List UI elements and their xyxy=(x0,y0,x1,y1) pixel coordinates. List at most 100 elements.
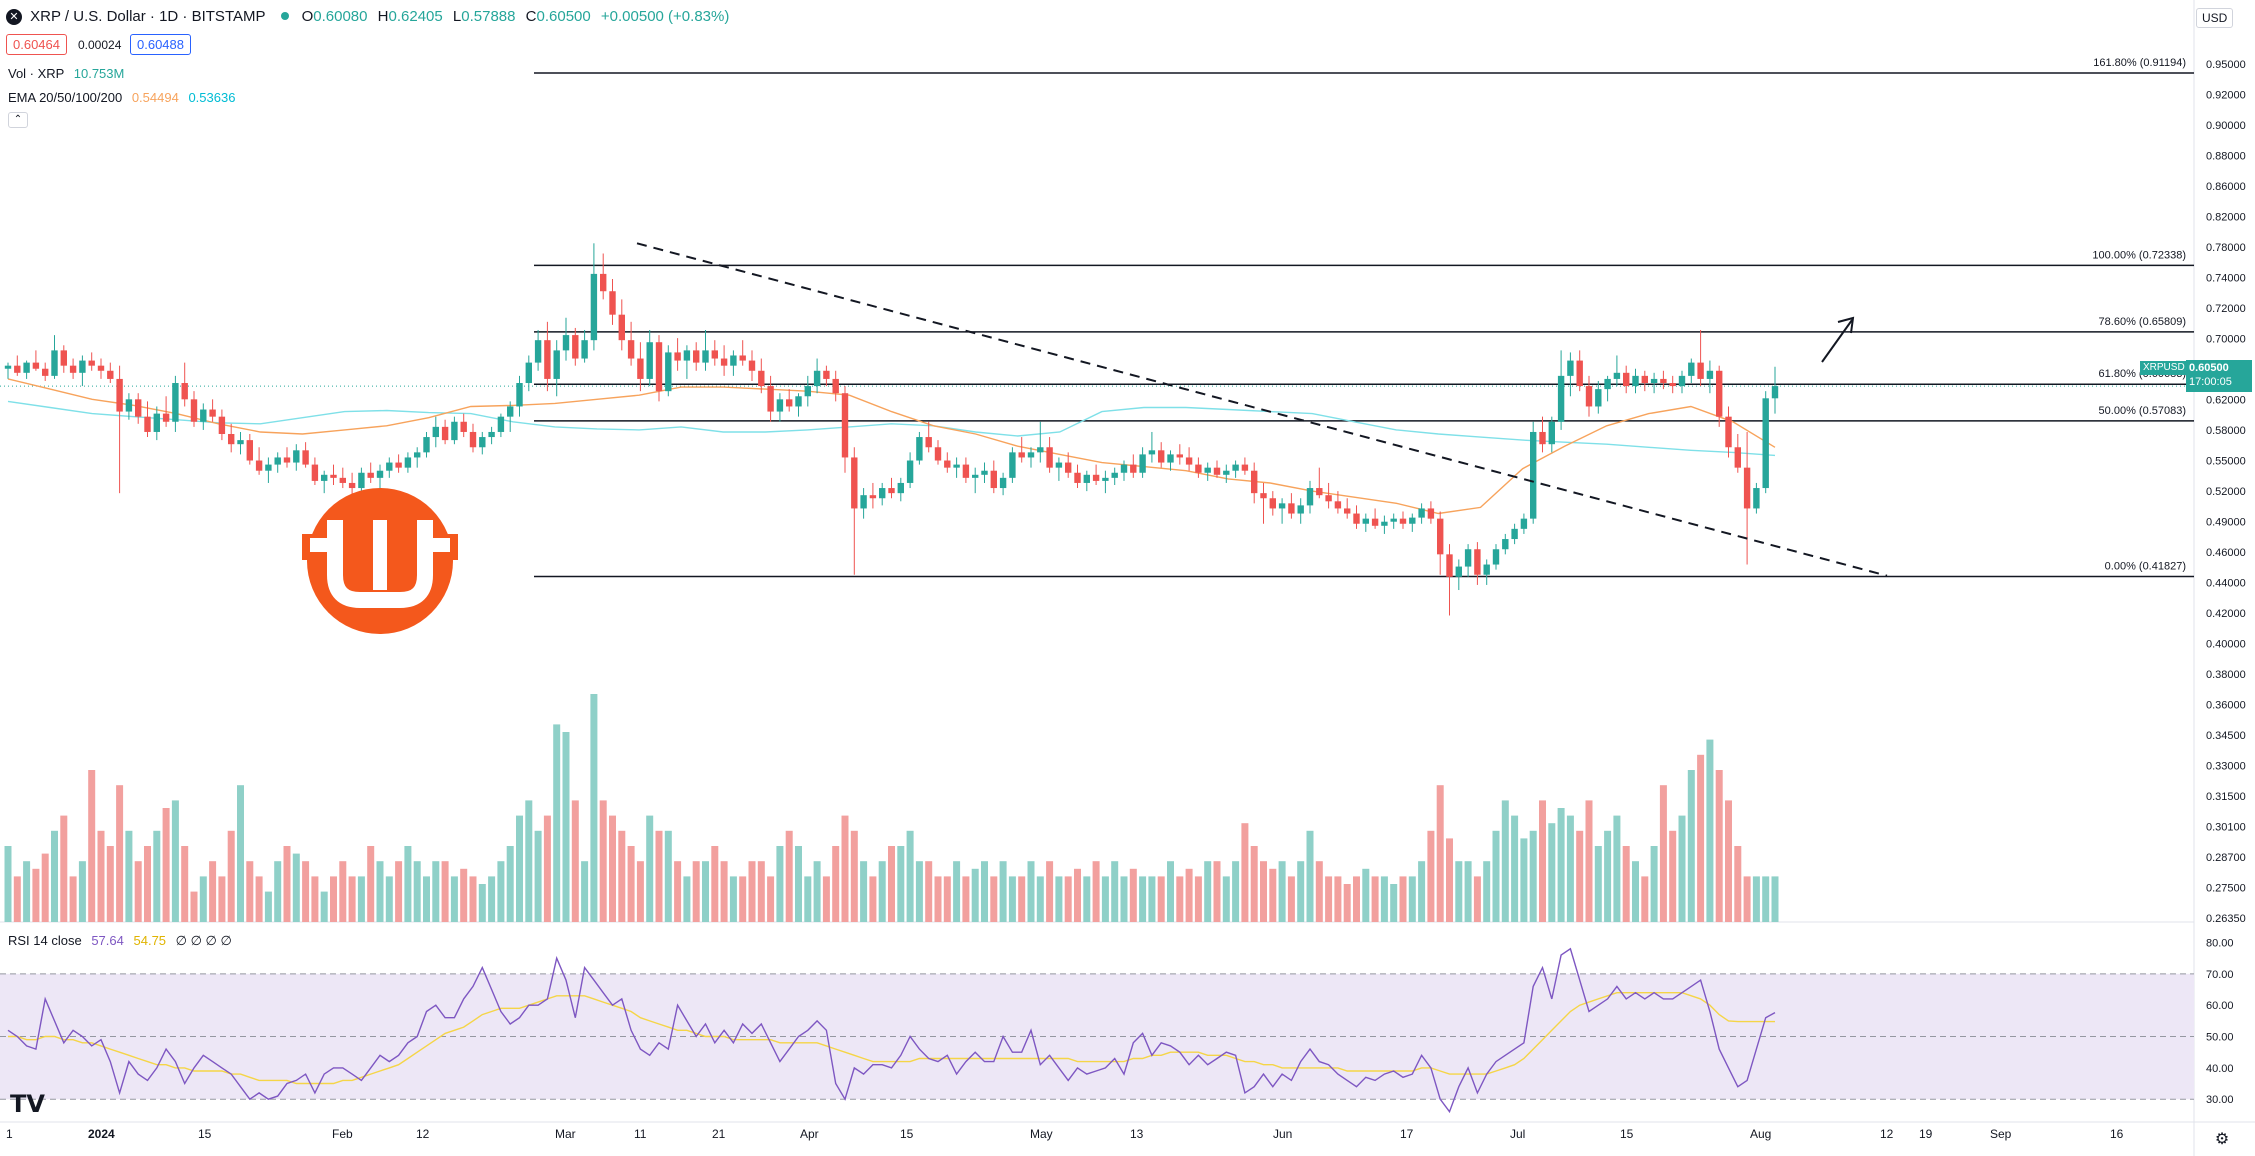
volume-bar xyxy=(460,868,468,922)
candle-body xyxy=(1623,372,1630,387)
logo-shape xyxy=(432,538,450,552)
volume-bar xyxy=(357,876,365,922)
volume-bar xyxy=(1576,830,1584,922)
price-tick-label: 0.36000 xyxy=(2206,700,2246,712)
candle-body xyxy=(1632,375,1639,387)
candle-body xyxy=(1232,464,1239,471)
candle-body xyxy=(1074,472,1081,483)
time-tick-label: Feb xyxy=(332,1127,353,1141)
candle-body xyxy=(1706,370,1714,379)
candle-body xyxy=(88,360,95,366)
candle-body xyxy=(1009,452,1016,478)
collapse-legend-button[interactable]: ⌃ xyxy=(8,112,28,128)
volume-bar xyxy=(1167,861,1174,922)
arrow-head xyxy=(1837,316,1855,334)
candle-body xyxy=(758,370,765,387)
candle-body xyxy=(1362,518,1369,524)
fib-level-label: 100.00% (0.72338) xyxy=(2092,249,2186,261)
volume-bar xyxy=(1725,800,1732,922)
candle-body xyxy=(395,462,402,468)
volume-bar xyxy=(330,876,337,922)
ema-200-line xyxy=(7,400,1776,457)
candle-body xyxy=(1018,452,1025,458)
tradingview-logo[interactable]: 𝗧𝗩 xyxy=(10,1091,45,1118)
rsi-line xyxy=(7,947,1776,1114)
volume-bar xyxy=(97,830,105,922)
rsi-legend[interactable]: RSI 14 close 57.64 54.75 ∅ ∅ ∅ ∅ xyxy=(8,933,232,949)
price-tick-label: 0.33000 xyxy=(2206,761,2246,773)
volume-bar xyxy=(1185,868,1193,922)
volume-bar xyxy=(729,876,737,922)
volume-bar xyxy=(1083,876,1091,922)
volume-bar xyxy=(311,876,319,922)
volume-bar xyxy=(1008,876,1016,922)
time-tick-label: 12 xyxy=(1880,1127,1894,1141)
volume-bar xyxy=(450,876,458,922)
ema-legend[interactable]: EMA 20/50/100/200 0.54494 0.53636 xyxy=(8,90,235,105)
candle-body xyxy=(190,399,198,422)
candle-body xyxy=(748,360,756,371)
ohlc-close: 0.60500 xyxy=(536,8,591,25)
volume-bar xyxy=(692,861,700,922)
candle-body xyxy=(460,421,467,432)
volume-bar xyxy=(599,800,607,922)
candle-body xyxy=(618,314,625,341)
volume-bar xyxy=(683,876,691,922)
candle-body xyxy=(1455,566,1462,577)
volume-bar xyxy=(274,861,282,922)
candle-body xyxy=(441,426,449,441)
candle-body xyxy=(702,350,709,363)
candle-body xyxy=(609,291,616,315)
candle-body xyxy=(348,482,356,489)
candle-body xyxy=(665,352,672,392)
candle-body xyxy=(916,437,923,461)
candle-body xyxy=(516,383,523,407)
ohlc-high: 0.62405 xyxy=(388,8,443,25)
countdown: 17:00:05 xyxy=(2189,376,2232,388)
volume-bar xyxy=(1678,815,1686,922)
volume-bar xyxy=(1594,846,1602,922)
price-tick-label: 0.88000 xyxy=(2206,151,2246,163)
candle-body xyxy=(1092,474,1100,481)
price-tick-label: 0.78000 xyxy=(2206,242,2246,254)
volume-bar xyxy=(1659,785,1667,922)
price-tick-label: 0.49000 xyxy=(2206,517,2246,529)
symbol-title[interactable]: XRP / U.S. Dollar · 1D · BITSTAMP xyxy=(30,8,266,25)
candle-body xyxy=(4,365,12,369)
volume-bar xyxy=(488,876,496,922)
candle-body xyxy=(1167,454,1174,463)
volume-legend[interactable]: Vol · XRP 10.753M xyxy=(8,66,124,81)
logo-shape xyxy=(310,538,328,552)
candle-body xyxy=(655,342,663,392)
price-tick-label: 0.62000 xyxy=(2206,395,2246,407)
candle-body xyxy=(823,370,830,379)
settings-gear-icon[interactable]: ⚙ xyxy=(2214,1131,2230,1148)
volume-bar xyxy=(841,815,849,922)
currency-selector[interactable]: USD xyxy=(2196,8,2234,28)
volume-bar xyxy=(1315,861,1323,922)
time-tick-label: Jun xyxy=(1273,1127,1292,1141)
time-tick-label: 16 xyxy=(2110,1127,2124,1141)
volume-bar xyxy=(860,861,868,922)
volume-bar xyxy=(1343,884,1351,922)
candle-body xyxy=(1269,498,1276,509)
volume-bar xyxy=(23,861,31,922)
volume-bar xyxy=(1371,876,1379,922)
candle-body xyxy=(1055,462,1063,468)
volume-bar xyxy=(237,785,244,922)
buy-price-button[interactable]: 0.60488 xyxy=(130,34,191,55)
close-icon[interactable]: ✕ xyxy=(6,9,22,26)
spread-value: 0.00024 xyxy=(78,38,122,52)
price-tick-label: 0.92000 xyxy=(2206,90,2246,102)
time-tick-label: 15 xyxy=(900,1127,914,1141)
candle-body xyxy=(237,440,244,445)
volume-bar xyxy=(125,830,133,922)
volume-bar xyxy=(78,861,86,922)
sell-price-button[interactable]: 0.60464 xyxy=(6,34,67,55)
candle-body xyxy=(246,440,253,461)
candle-body xyxy=(376,470,384,478)
candle-body xyxy=(1669,383,1676,387)
volume-bar xyxy=(1715,770,1723,922)
